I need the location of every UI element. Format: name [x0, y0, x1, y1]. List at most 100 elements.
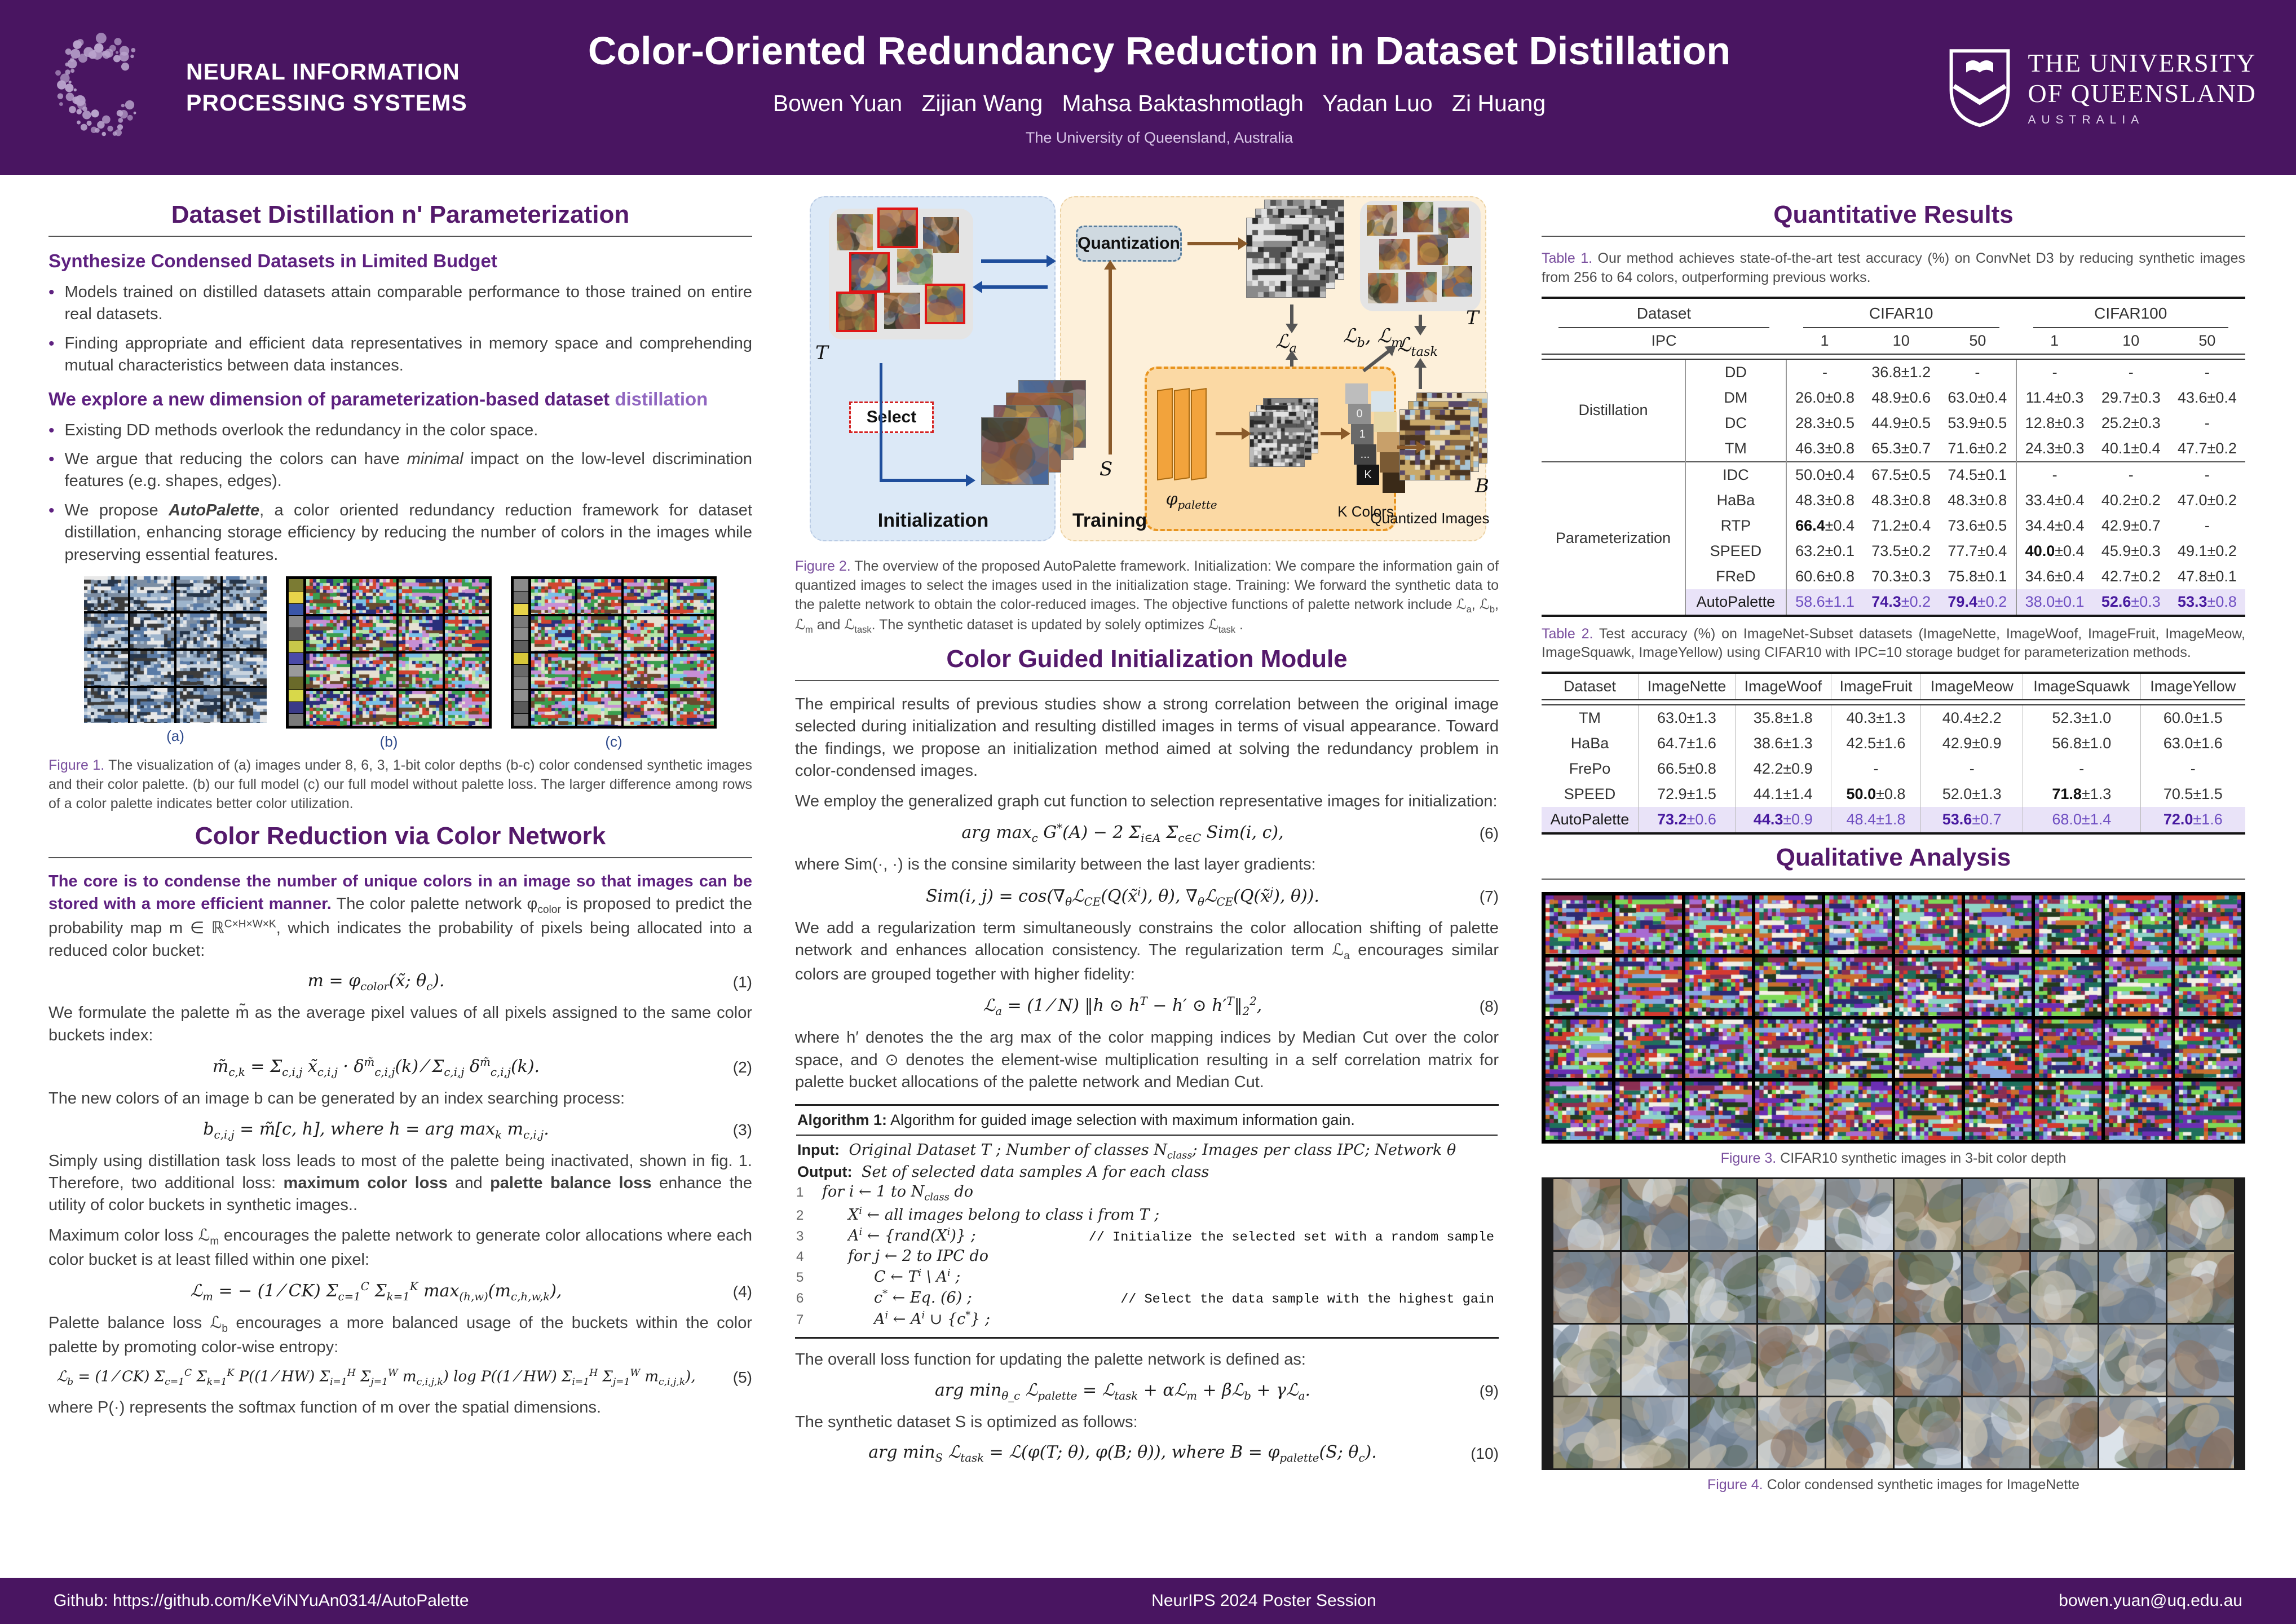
- synthetic-image: [399, 579, 443, 615]
- image-stack-layer: [1249, 412, 1305, 467]
- dataset-thumbnail: [924, 283, 965, 324]
- synthetic-image: [2175, 957, 2241, 1016]
- synthetic-image: [1546, 957, 1612, 1016]
- section-title-qualitative: Qualitative Analysis: [1776, 844, 2011, 871]
- table2: Dataset ImageNette ImageWoof ImageFruit Imag…: [1542, 672, 2245, 835]
- synthetic-image: [84, 614, 128, 649]
- value-cell: 73.5±0.2: [1871, 542, 1931, 559]
- synthetic-image: [1553, 1397, 1620, 1468]
- uq-line3: AUSTRALIA: [2028, 113, 2145, 127]
- synthetic-image: [84, 688, 128, 723]
- value-cell: 60.6±0.8: [1795, 567, 1855, 585]
- arrow-t-to-ltask: [1414, 315, 1427, 336]
- palette-row: [289, 591, 303, 603]
- equation-number: (10): [1471, 1444, 1499, 1462]
- value-cell: 73.6±0.5: [1939, 513, 2017, 539]
- synthetic-image: [1546, 1020, 1612, 1078]
- algorithm-line: 7 Ai ← Ai ∪ {c*} ;: [796, 1309, 1498, 1328]
- synthetic-image: [306, 579, 350, 615]
- column-header: 50: [1969, 332, 1986, 349]
- line-number: 5: [796, 1270, 804, 1286]
- palette-row: [289, 603, 303, 616]
- algorithm-line: 6 c* ← Eq. (6) ; // Select the data sample…: [796, 1288, 1498, 1307]
- bullet-item: • We propose AutoPalette, a color oriente…: [48, 500, 752, 566]
- value-cell: 50.0±0.4: [1786, 461, 1864, 488]
- dataset-thumbnail: [1438, 208, 1469, 239]
- arrow-to-quantization: [981, 255, 1056, 267]
- value-cell: 75.8±0.1: [1939, 563, 2017, 589]
- authors: Bowen Yuan Zijian Wang Mahsa Baktashmotl…: [772, 90, 1546, 116]
- synthetic-image: [1965, 1082, 2032, 1140]
- synthetic-image: [1685, 1082, 1752, 1140]
- value-cell: 34.4±0.4: [2025, 517, 2085, 534]
- algorithm-line: 1 for i ← 1 to Nclass do: [796, 1183, 1498, 1203]
- value-cell: 45.9±0.3: [2101, 542, 2161, 559]
- paragraph-synthetic-opt: The synthetic dataset S is optimized as …: [795, 1413, 1138, 1431]
- line-number: 1: [796, 1185, 804, 1201]
- paragraph-empirical: The empirical results of previous studie…: [795, 695, 1499, 780]
- bullet-list-1: • Models trained on distilled datasets at…: [48, 281, 752, 377]
- value-cell: 70.3±0.3: [1871, 567, 1931, 585]
- palette-network-box: φpalette 0 1... K K Colors: [1145, 367, 1405, 531]
- equation-number: (8): [1479, 997, 1499, 1015]
- subheading-new-dimension: We explore a new dimension of parameteri…: [48, 388, 708, 409]
- row-group-label: Distillation: [1542, 359, 1686, 462]
- line-code: for i ← 1 to Nclass do: [822, 1183, 973, 1203]
- value-cell: 48.4±1.8: [1831, 807, 1922, 832]
- synthetic-image: [2035, 1082, 2101, 1140]
- synthetic-image: [1621, 1397, 1688, 1468]
- synthetic-image: [1825, 1082, 1892, 1140]
- algorithm-1: Algorithm 1: Algorithm for guided image …: [795, 1104, 1499, 1339]
- synthetic-image: [352, 691, 396, 726]
- synthetic-image: [1826, 1397, 1893, 1468]
- footer: Github: https://github.com/KeViNYuAn0314…: [0, 1578, 2296, 1624]
- synthetic-image: [1755, 895, 1822, 954]
- value-cell: 64.7±1.6: [1638, 731, 1736, 756]
- line-code: c* ← Eq. (6) ;: [874, 1288, 972, 1307]
- value-cell: 71.8±1.3: [2023, 782, 2141, 807]
- method-cell: IDC: [1685, 461, 1787, 488]
- dataset-thumbnail: [1366, 205, 1397, 236]
- synthetic-image: [1894, 1251, 1961, 1323]
- synthetic-image: [1546, 1082, 1612, 1140]
- figure3-caption: Figure 3. CIFAR10 synthetic images in 3-…: [1720, 1150, 2067, 1166]
- dataset-thumbnail: [884, 292, 920, 329]
- value-cell: 47.8±0.1: [2177, 567, 2237, 585]
- equation-number: (7): [1479, 888, 1499, 906]
- synthetic-image: [624, 691, 668, 726]
- value-cell: 40.1±0.4: [2101, 439, 2161, 457]
- value-cell: 68.0±1.4: [2023, 807, 2141, 832]
- synthetic-image: [670, 579, 714, 615]
- synthetic-image: [306, 691, 350, 726]
- initialization-label: Initialization: [877, 510, 989, 531]
- header: NEURAL INFORMATION PROCESSING SYSTEMS Co…: [0, 0, 2296, 175]
- value-cell: 63.0±0.4: [1939, 385, 2017, 411]
- section-rule: [795, 680, 1499, 682]
- palette-row: [514, 591, 528, 603]
- table-rule: [1542, 353, 2245, 360]
- table-row: Distillation DD -36.8±1.2- - - -: [1542, 359, 2245, 462]
- method-cell: HaBa: [1542, 731, 1639, 756]
- table-row: Parameterization IDC 50.0±0.4 67.5±0.5 74.5±…: [1542, 461, 2245, 615]
- value-cell: 25.2±0.3: [2101, 414, 2161, 431]
- synthetic-image: [84, 576, 128, 612]
- figure1-label-c: (c): [605, 733, 622, 751]
- dataset-t-label: T: [815, 342, 828, 364]
- quantized-b-label: B: [1475, 475, 1489, 497]
- bullet-item: • We argue that reducing the colors can h…: [48, 448, 752, 493]
- synthetic-image: [445, 616, 489, 652]
- bullet-icon: •: [48, 421, 55, 440]
- synthetic-image: [445, 691, 489, 726]
- value-cell: 12.8±0.3: [2025, 414, 2085, 431]
- arrow-quantization-to-maps: [1187, 237, 1248, 250]
- figure1-panel-a: (a): [84, 576, 267, 751]
- algorithm-output: Output: Set of selected data samples A f…: [797, 1163, 1209, 1181]
- table-row: AutoPalette 73.2±0.6 44.3±0.9 48.4±1.8 53.6±…: [1542, 807, 2245, 832]
- paragraph-core: The core is to condense the number of un…: [48, 872, 753, 960]
- value-cell: 40.2±0.2: [2101, 491, 2161, 509]
- value-cell: -: [2190, 760, 2196, 777]
- synthetic-image: [531, 691, 575, 726]
- conv-layer-icon: [1174, 388, 1190, 480]
- value-cell: 29.7±0.3: [2101, 389, 2161, 406]
- probability-map-stack: [1246, 200, 1344, 298]
